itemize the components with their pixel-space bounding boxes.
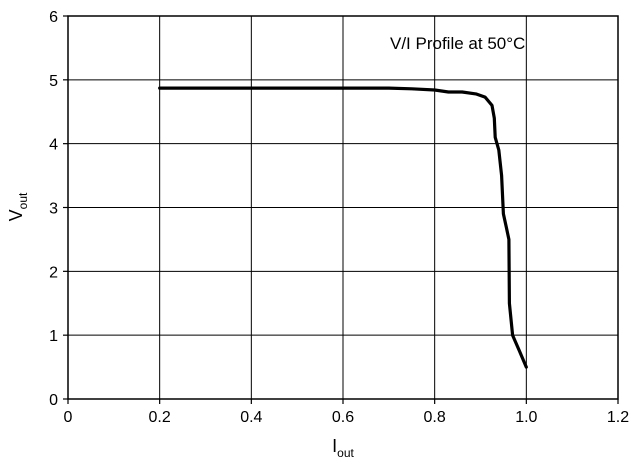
series-line bbox=[158, 86, 528, 369]
series-lines bbox=[158, 86, 528, 369]
y-tick-label: 3 bbox=[49, 201, 58, 218]
y-tick-label: 1 bbox=[49, 328, 58, 345]
y-tick-label: 0 bbox=[49, 392, 58, 409]
chart-annotation: V/I Profile at 50°C bbox=[390, 34, 525, 53]
x-tick-label: 1.2 bbox=[607, 409, 629, 426]
x-axis-label-main: I bbox=[332, 436, 337, 456]
y-tick-label: 4 bbox=[49, 137, 58, 154]
y-tick-label: 5 bbox=[49, 73, 58, 90]
x-tick-label: 0.2 bbox=[149, 409, 171, 426]
x-axis-label-sub: out bbox=[337, 446, 354, 460]
y-axis-label-main: V bbox=[6, 209, 26, 221]
y-axis-label: Vout bbox=[6, 192, 30, 221]
x-tick-label: 0 bbox=[64, 409, 73, 426]
x-tick-label: 0.4 bbox=[240, 409, 262, 426]
grid-lines bbox=[68, 16, 618, 399]
x-tick-label: 1.0 bbox=[515, 409, 537, 426]
x-tick-label: 0.8 bbox=[424, 409, 446, 426]
x-axis-label: Iout bbox=[332, 436, 354, 460]
y-axis-label-sub: out bbox=[16, 192, 30, 209]
x-tick-label: 0.6 bbox=[332, 409, 354, 426]
y-tick-label: 2 bbox=[49, 264, 58, 281]
y-tick-label: 6 bbox=[49, 9, 58, 26]
axis-ticks: 0 0.2 0.4 0.6 0.8 1.0 1.2 0 1 2 3 4 5 6 bbox=[49, 9, 629, 426]
